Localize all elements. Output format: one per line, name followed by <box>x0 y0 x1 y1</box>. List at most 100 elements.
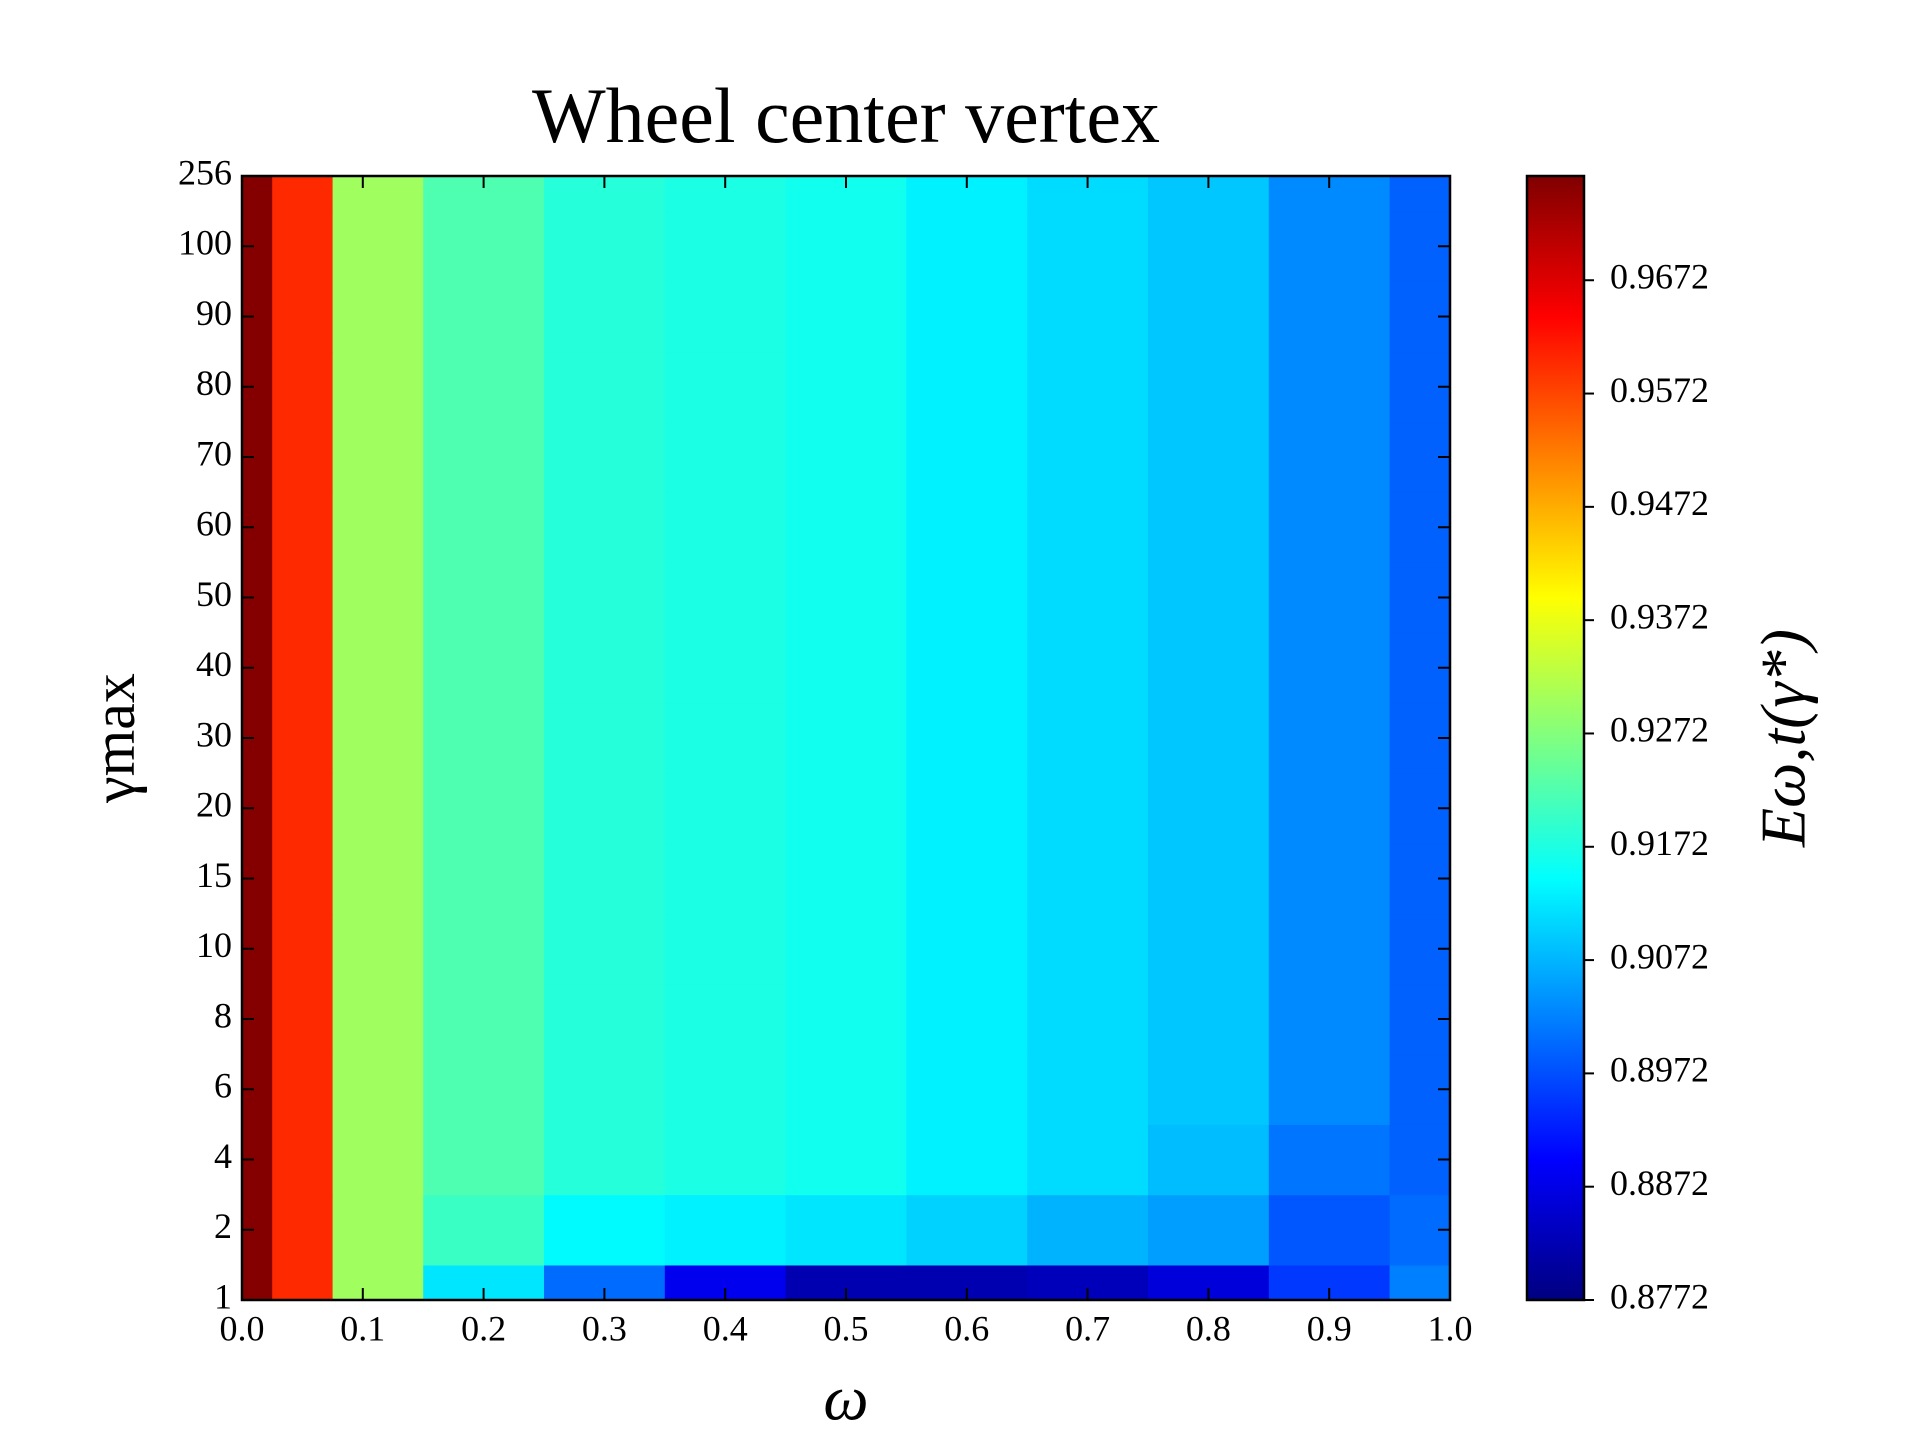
heatmap-cell <box>785 913 907 985</box>
heatmap-cell <box>1268 1124 1391 1196</box>
heatmap-cell <box>1027 632 1149 704</box>
heatmap-cell <box>272 1194 334 1266</box>
x-tick-label: 0.0 <box>220 1308 265 1348</box>
heatmap-cell <box>423 632 545 704</box>
heatmap-cell <box>664 702 787 774</box>
y-tick-label: 70 <box>196 433 232 473</box>
heatmap-cell <box>332 211 424 282</box>
y-tick-label: 2 <box>214 1206 232 1246</box>
heatmap-cell <box>272 632 334 704</box>
y-axis-label: γmax <box>81 673 147 804</box>
heatmap-cell <box>906 632 1028 704</box>
heatmap-cell <box>1027 421 1149 493</box>
colorbar-tick-label: 0.8772 <box>1610 1276 1709 1316</box>
heatmap-cell <box>544 421 666 493</box>
heatmap-cell <box>1027 983 1149 1055</box>
heatmap-cell <box>332 176 424 212</box>
colorbar-tick-label: 0.9072 <box>1610 936 1709 976</box>
heatmap-cell <box>1148 1194 1270 1266</box>
x-tick-label: 0.6 <box>944 1308 989 1348</box>
heatmap-cell <box>1268 1054 1391 1125</box>
heatmap-cell <box>664 211 787 282</box>
heatmap-cell <box>906 351 1028 423</box>
heatmap-cell <box>664 773 787 844</box>
heatmap-cell <box>1268 913 1391 985</box>
y-tick-label: 80 <box>196 363 232 403</box>
heatmap-cell <box>272 562 334 634</box>
heatmap-cell <box>664 492 787 563</box>
heatmap-cell <box>544 983 666 1055</box>
heatmap-cell <box>332 1264 424 1301</box>
y-tick-label: 30 <box>196 714 232 754</box>
heatmap-cell <box>423 211 545 282</box>
colorbar-label: Eω,t(γ*) <box>1748 629 1819 848</box>
heatmap-cell <box>1027 281 1149 353</box>
heatmap-cell <box>544 843 666 915</box>
heatmap-cell <box>332 492 424 563</box>
heatmap-cell <box>423 1194 545 1266</box>
heatmap-cell <box>544 281 666 353</box>
y-tick-label: 60 <box>196 504 232 544</box>
heatmap-cell <box>1148 983 1270 1055</box>
heatmap-cell <box>423 492 545 563</box>
heatmap-cell <box>423 843 545 915</box>
colorbar-tick-label: 0.9372 <box>1610 596 1709 636</box>
heatmap-cell <box>1148 843 1270 915</box>
heatmap-cell <box>785 1054 907 1125</box>
heatmap-cell <box>906 702 1028 774</box>
heatmap-cell <box>785 1124 907 1196</box>
heatmap-cell <box>1027 1194 1149 1266</box>
heatmap-cell <box>664 913 787 985</box>
heatmap-cell <box>272 176 334 212</box>
heatmap-cell <box>1268 492 1391 563</box>
heatmap-cell <box>272 983 334 1055</box>
heatmap-cell <box>272 492 334 563</box>
heatmap-cell <box>906 843 1028 915</box>
heatmap-cell <box>242 176 273 212</box>
heatmap-cell <box>1148 351 1270 423</box>
heatmap-cell <box>544 773 666 844</box>
heatmap-cell <box>272 1124 334 1196</box>
colorbar-tick-label: 0.9472 <box>1610 483 1709 523</box>
heatmap-cell <box>785 492 907 563</box>
colorbar-tick-label: 0.9172 <box>1610 823 1709 863</box>
colorbar-tick-label: 0.9272 <box>1610 710 1709 750</box>
heatmap-cell <box>423 913 545 985</box>
heatmap-cell <box>242 1264 273 1301</box>
colorbar <box>1525 174 1586 1302</box>
heatmap-cell <box>906 913 1028 985</box>
x-tick-label: 0.2 <box>461 1308 506 1348</box>
heatmap-cell <box>272 1264 334 1301</box>
heatmap-cell <box>1268 211 1391 282</box>
x-tick-label: 0.9 <box>1307 1308 1352 1348</box>
heatmap-cell <box>272 702 334 774</box>
colorbar-tick-label: 0.9572 <box>1610 370 1709 410</box>
y-tick-label: 1 <box>214 1276 232 1316</box>
heatmap-cell <box>272 843 334 915</box>
y-tick-label: 256 <box>178 152 232 192</box>
heatmap-cell <box>332 913 424 985</box>
heatmap-cell <box>785 632 907 704</box>
heatmap-cell <box>544 632 666 704</box>
heatmap-cell <box>332 1194 424 1266</box>
heatmap-cell <box>1027 1124 1149 1196</box>
heatmap-cell <box>1268 1194 1391 1266</box>
heatmap-cell <box>1268 281 1391 353</box>
heatmap-cell <box>1148 702 1270 774</box>
heatmap-cell <box>544 1124 666 1196</box>
heatmap-cell <box>423 1124 545 1196</box>
heatmap-cell <box>332 562 424 634</box>
colorbar-tick-label: 0.8872 <box>1610 1163 1709 1203</box>
heatmap-cell <box>906 421 1028 493</box>
heatmap-cell <box>906 562 1028 634</box>
colorbar-tick-label: 0.9672 <box>1610 257 1709 297</box>
heatmap-cell <box>272 1054 334 1125</box>
heatmap-cell <box>1268 773 1391 844</box>
heatmap-cell <box>423 1054 545 1125</box>
heatmap-cell <box>785 421 907 493</box>
x-tick-label: 0.4 <box>703 1308 748 1348</box>
chart-title: Wheel center vertex <box>532 72 1160 159</box>
heatmap-cell <box>423 351 545 423</box>
heatmap-cell <box>664 1054 787 1125</box>
colorbar-tick-label: 0.8972 <box>1610 1050 1709 1090</box>
